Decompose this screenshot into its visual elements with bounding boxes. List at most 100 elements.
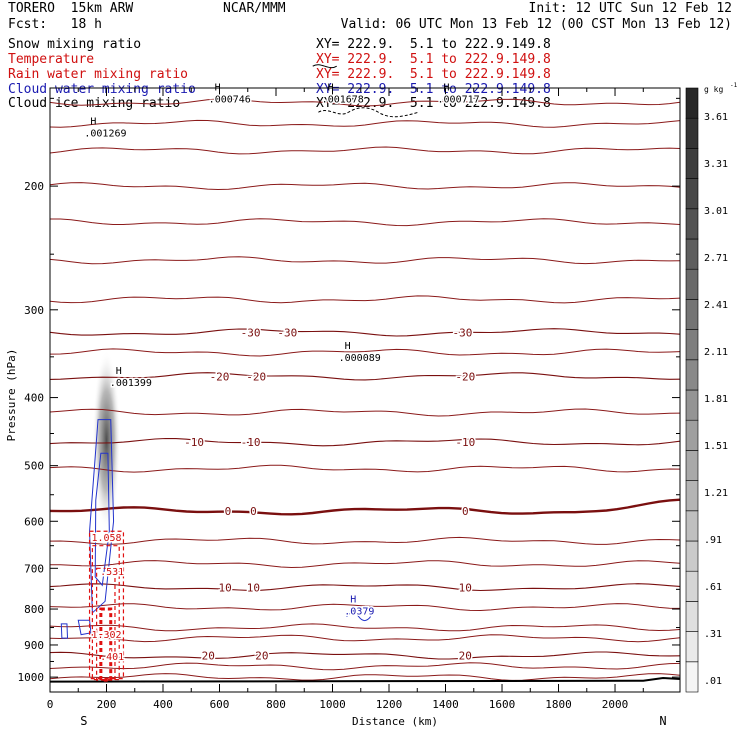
field-xy-snow: XY= 222.9. 5.1 to 222.9.149.8 [316,37,551,52]
max-value-label: .000717 [438,94,480,105]
colorbar-label: .31 [704,629,722,640]
isotherm-line [49,98,681,107]
terrain-line [49,677,681,683]
colorbar-label: 1.51 [704,441,728,452]
colorbar-segment [685,661,699,693]
isotherm-label: 0 [462,505,469,518]
isotherm-line [49,408,681,417]
x-end-label-right: N [659,714,666,728]
isotherm-line [49,256,681,265]
colorbar-label: .91 [704,535,722,546]
isotherm-label: 0 [225,505,232,518]
isotherm-line [49,146,681,155]
colorbar-segment [685,601,699,632]
colorbar-segment [685,359,699,391]
isotherm-line [50,218,681,227]
isotherm-label: 10 [247,581,260,594]
colorbar-label: 2.41 [704,300,728,311]
x-tick-label: 1000 [319,698,346,711]
y-tick-label: 1000 [18,671,45,684]
isotherm-label: -20 [210,370,230,383]
header-line1-left: TORERO 15km ARW [8,1,134,16]
isotherm-line [49,295,681,304]
colorbar-segment [685,208,699,240]
isotherm-label: 20 [202,650,215,663]
max-value-label: .000089 [339,353,381,364]
isotherm-label: 0 [250,505,257,518]
max-marker: H [444,82,450,93]
isotherm--20 [49,372,681,381]
isotherm-10 [49,583,681,592]
header-line1-center: NCAR/MMM [223,1,286,16]
colorbar-label: 3.31 [704,159,728,170]
rain-water-label: .401 [100,652,124,663]
colorbar-segment [685,87,699,119]
max-value-label: .000746 [209,94,251,105]
isotherm-label: -10 [241,436,261,449]
isotherm-label: 20 [459,650,472,663]
isotherm-label: 10 [219,581,232,594]
isotherm-line [49,560,681,569]
colorbar-segment [685,570,699,602]
field-xy-cloud-ice: XY= 222.9. 5.1 to 222.9.149.8 [316,96,551,111]
colorbar-segment [685,419,699,451]
isotherm-line [49,348,681,357]
isotherm-label: -20 [455,370,475,383]
colorbar-label: 3.61 [704,112,728,123]
field-name-rain: Rain water mixing ratio [8,67,189,82]
colorbar-segment [685,117,699,149]
field-name-temperature: Temperature [8,52,95,67]
colorbar-segment [685,178,699,210]
header-line2-left: Fcst: 18 h [8,17,102,32]
colorbar-segment [685,268,699,300]
cloud-water-contour [346,612,372,622]
max-marker: H [116,366,122,377]
max-value-label: .001269 [84,129,126,140]
rain-water-contour [99,607,113,682]
header-line2-right: Valid: 06 UTC Mon 13 Feb 12 (00 CST Mon … [340,17,732,32]
y-tick-label: 500 [24,460,44,473]
field-xy-rain: XY= 222.9. 5.1 to 222.9.149.8 [316,67,551,82]
max-value-label: .0379 [344,607,374,618]
y-tick-label: 200 [24,180,44,193]
x-tick-label: 1400 [432,698,459,711]
max-value-label: .001678 [322,94,364,105]
rain-water-contour [88,530,125,680]
isotherm-line [49,662,681,671]
x-tick-label: 2000 [602,698,629,711]
snow-contour [312,64,337,69]
colorbar-label: 1.21 [704,488,728,499]
max-marker: H [350,595,356,606]
colorbar-label: 3.01 [704,206,728,217]
isotherm-line [49,536,681,545]
isotherm-line [49,464,681,473]
isotherm-line [49,182,681,191]
isotherm-20 [49,651,681,660]
x-tick-label: 600 [210,698,230,711]
cloud-water-contour [77,619,92,636]
rain-water-label: 1.058 [91,533,121,544]
colorbar-label: .61 [704,582,722,593]
colorbar-segment [685,540,699,572]
cloud-ice-shading [92,350,121,531]
x-tick-label: 1800 [545,698,572,711]
colorbar-label: 2.71 [704,253,728,264]
isotherm--10 [49,437,681,447]
x-tick-label: 1200 [376,698,403,711]
colorbar-units: g kg [704,85,723,94]
max-value-label: .001399 [110,378,152,389]
y-axis-label: Pressure (hPa) [5,349,18,442]
isotherm-0 [49,498,681,516]
isotherm-label: -10 [184,436,204,449]
isotherm-label: -30 [241,326,261,339]
isotherm-line [49,119,681,128]
y-tick-label: 400 [24,392,44,405]
colorbar-segment [685,480,699,512]
y-tick-label: 600 [24,515,44,528]
x-tick-label: 400 [153,698,173,711]
y-tick-label: 700 [24,562,44,575]
isotherm-line [49,634,681,643]
rain-water-label: .531 [100,567,124,578]
x-tick-label: 0 [47,698,54,711]
isotherm-label: 10 [459,581,472,594]
